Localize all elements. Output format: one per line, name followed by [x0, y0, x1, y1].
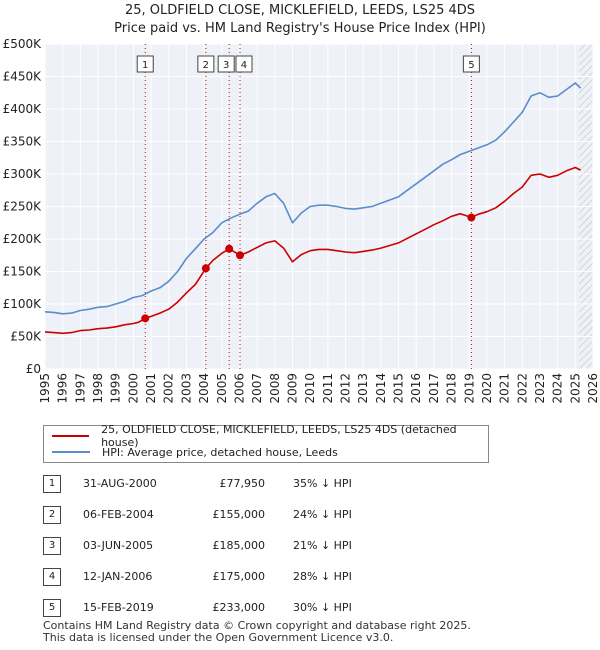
- sale-date: 03-JUN-2005: [83, 539, 154, 552]
- hpi-line: [44, 82, 582, 315]
- sale-number-badge: 2: [43, 506, 61, 524]
- legend-swatch-blue: [52, 451, 90, 453]
- y-tick-label: £500K: [3, 37, 43, 51]
- sale-row: 1 31-AUG-2000 £77,950 35% ↓ HPI: [43, 474, 443, 494]
- x-tick-label: 2000: [126, 373, 140, 404]
- x-tick-label: 1997: [73, 373, 87, 404]
- x-tick-label: 2007: [250, 373, 264, 404]
- sale-number-badge: 4: [43, 568, 61, 586]
- sale-row: 4 12-JAN-2006 £175,000 28% ↓ HPI: [43, 567, 443, 587]
- legend: 25, OLDFIELD CLOSE, MICKLEFIELD, LEEDS, …: [43, 423, 489, 463]
- sale-number-box: [197, 55, 215, 73]
- y-tick-label: £250K: [3, 200, 43, 214]
- x-tick-label: 2020: [480, 373, 494, 404]
- y-tick-label: £300K: [3, 167, 43, 181]
- x-tick-label: 2003: [179, 373, 193, 404]
- sale-number-box: [462, 55, 480, 73]
- x-tick-label: 2024: [551, 373, 565, 404]
- x-tick-label: 2019: [462, 373, 476, 404]
- y-tick-label: £50K: [10, 330, 42, 344]
- sale-number-label: 4: [241, 60, 247, 71]
- sale-date: 15-FEB-2019: [83, 601, 154, 614]
- sale-number-badge: 3: [43, 537, 61, 555]
- sale-number-badge: 5: [43, 599, 61, 617]
- legend-item-hpi: HPI: Average price, detached house, Leed…: [52, 444, 338, 460]
- footer-licence: This data is licensed under the Open Gov…: [43, 631, 394, 644]
- x-tick-label: 1996: [56, 373, 70, 404]
- x-tick-label: 2016: [409, 373, 423, 404]
- y-tick-label: £400K: [3, 102, 43, 116]
- x-tick-label: 2011: [321, 373, 335, 404]
- chart-title-line1: 25, OLDFIELD CLOSE, MICKLEFIELD, LEEDS, …: [124, 3, 476, 18]
- sale-number-label: 1: [142, 60, 148, 71]
- legend-label-hpi: HPI: Average price, detached house, Leed…: [102, 445, 338, 459]
- x-tick-label: 2005: [215, 373, 229, 404]
- sale-number-label: 2: [203, 60, 209, 71]
- chart-title: 25, OLDFIELD CLOSE, MICKLEFIELD, LEEDS, …: [0, 2, 600, 38]
- sale-hpi-diff: 35% ↓ HPI: [293, 477, 352, 490]
- y-tick-label: £150K: [3, 265, 43, 279]
- x-tick-label: 2014: [374, 373, 388, 404]
- chart-title-line2: Price paid vs. HM Land Registry's House …: [114, 21, 486, 36]
- x-tick-label: 2023: [533, 373, 547, 404]
- sale-row: 3 03-JUN-2005 £185,000 21% ↓ HPI: [43, 536, 443, 556]
- sale-hpi-diff: 21% ↓ HPI: [293, 539, 352, 552]
- sale-point: [467, 213, 476, 222]
- y-tick-label: £350K: [3, 135, 43, 149]
- x-tick-label: 2018: [445, 373, 459, 404]
- sale-row: 2 06-FEB-2004 £155,000 24% ↓ HPI: [43, 505, 443, 525]
- x-tick-label: 2017: [427, 373, 441, 404]
- y-tick-label: £0: [26, 362, 41, 376]
- sale-point: [201, 264, 210, 273]
- sale-hpi-diff: 30% ↓ HPI: [293, 601, 352, 614]
- y-tick-label: £200K: [3, 232, 43, 246]
- x-tick-label: 2012: [339, 373, 353, 404]
- legend-label-property: 25, OLDFIELD CLOSE, MICKLEFIELD, LEEDS, …: [101, 423, 457, 449]
- sale-point: [225, 244, 234, 253]
- sale-price: £77,950: [219, 477, 266, 490]
- legend-item-property: 25, OLDFIELD CLOSE, MICKLEFIELD, LEEDS, …: [52, 423, 488, 449]
- sale-date: 31-AUG-2000: [83, 477, 157, 490]
- x-tick-label: 2001: [144, 373, 158, 404]
- property-price-line: [44, 166, 581, 335]
- sale-point: [235, 251, 244, 260]
- sale-number-badge: 1: [43, 475, 61, 493]
- sale-price: £155,000: [212, 508, 266, 521]
- x-tick-label: 2008: [268, 373, 282, 404]
- x-tick-label: 2009: [285, 373, 299, 404]
- sale-price: £175,000: [212, 570, 266, 583]
- price-chart: £0 £50K £100K £150K £200K £250K £300K £350K £400…: [3, 37, 600, 404]
- x-tick-label: 1998: [91, 373, 105, 404]
- sale-number-box: [136, 55, 154, 73]
- x-tick-label: 2006: [232, 373, 246, 404]
- x-tick-label: 2022: [515, 373, 529, 404]
- sale-number-box: [217, 55, 235, 73]
- sale-hpi-diff: 28% ↓ HPI: [293, 570, 352, 583]
- sale-price: £233,000: [212, 601, 266, 614]
- x-tick-label: 2002: [162, 373, 176, 404]
- x-tick-label: 2026: [586, 373, 600, 404]
- x-tick-label: 2025: [568, 373, 582, 404]
- x-tick-label: 2013: [356, 373, 370, 404]
- x-tick-label: 1999: [109, 373, 123, 404]
- footer-copyright: Contains HM Land Registry data © Crown c…: [43, 619, 471, 632]
- x-tick-label: 2021: [498, 373, 512, 404]
- sale-row: 5 15-FEB-2019 £233,000 30% ↓ HPI: [43, 598, 443, 618]
- legend-swatch-red: [52, 435, 90, 437]
- x-tick-label: 1995: [38, 373, 52, 404]
- footer: Contains HM Land Registry data © Crown c…: [43, 620, 471, 644]
- sale-number-label: 5: [468, 60, 474, 71]
- sale-price: £185,000: [212, 539, 266, 552]
- x-tick-label: 2004: [197, 373, 211, 404]
- sale-hpi-diff: 24% ↓ HPI: [293, 508, 352, 521]
- sale-number-label: 3: [223, 60, 229, 71]
- sale-date: 06-FEB-2004: [83, 508, 154, 521]
- sale-point: [141, 314, 150, 323]
- y-tick-label: £450K: [3, 70, 43, 84]
- sale-date: 12-JAN-2006: [83, 570, 153, 583]
- x-tick-label: 2010: [303, 373, 317, 404]
- sale-number-box: [235, 55, 253, 73]
- x-tick-label: 2015: [392, 373, 406, 404]
- y-tick-label: £100K: [3, 297, 43, 311]
